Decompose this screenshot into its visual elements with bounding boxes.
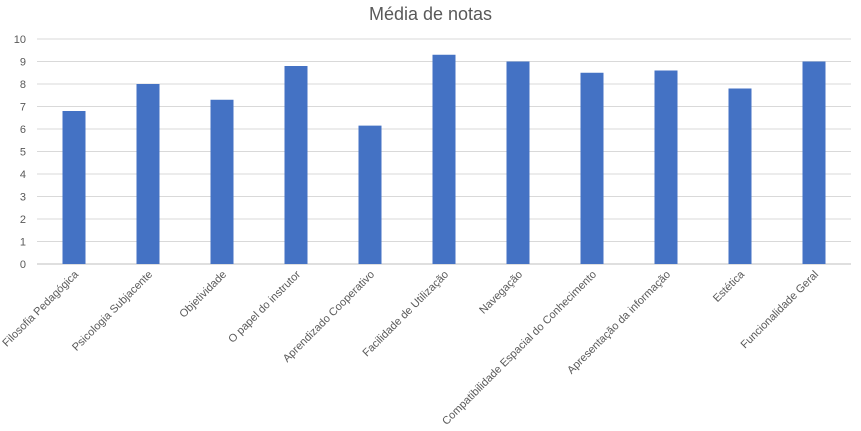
chart-title: Média de notas — [368, 4, 493, 24]
x-tick-label: Psicologia Subjacente — [70, 269, 155, 354]
y-tick-label: 2 — [20, 214, 26, 226]
bar — [210, 99, 234, 264]
y-tick-label: 7 — [20, 102, 26, 114]
bar — [358, 125, 382, 264]
y-tick-label: 3 — [20, 192, 26, 204]
bar — [506, 61, 530, 264]
y-tick-label: 0 — [20, 259, 26, 271]
x-tick-label: Navegação — [477, 269, 525, 317]
x-tick-label: Facilidade de Utilização — [360, 269, 451, 360]
y-tick-label: 8 — [20, 79, 26, 91]
x-tick-label: Estética — [711, 268, 748, 305]
bars — [62, 54, 826, 264]
bar — [802, 61, 826, 264]
y-axis-ticks: 0 1 2 3 4 5 6 7 8 9 10 — [14, 34, 26, 271]
bar — [136, 84, 160, 264]
bar — [580, 72, 604, 264]
x-tick-label: O papel do instrutor — [226, 268, 303, 345]
y-tick-label: 9 — [20, 57, 26, 69]
y-tick-label: 10 — [14, 34, 26, 46]
x-tick-label: Filosofia Pedagógica — [0, 268, 81, 349]
x-tick-label: Compatibilidade Espacial do Conhecimento — [440, 269, 599, 428]
y-tick-label: 6 — [20, 124, 26, 136]
y-tick-label: 1 — [20, 237, 26, 249]
bar — [284, 66, 308, 264]
bar — [728, 88, 752, 264]
bar — [654, 70, 678, 264]
x-tick-label: Objetividade — [177, 269, 229, 321]
bar — [62, 111, 86, 264]
x-tick-label: Funcionalidade Geral — [739, 269, 821, 351]
y-tick-label: 5 — [20, 147, 26, 159]
y-tick-label: 4 — [20, 169, 26, 181]
bar — [432, 54, 456, 264]
